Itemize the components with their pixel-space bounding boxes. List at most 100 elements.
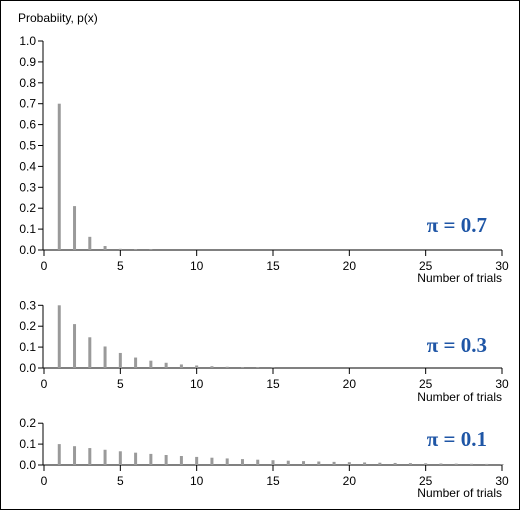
x-tick-label-1-5: 25	[419, 377, 433, 391]
x-tick-label-2-3: 15	[266, 474, 280, 488]
bar-2-9	[195, 456, 199, 465]
x-tick-label-0-6: 30	[495, 259, 509, 273]
x-axis-label-1: Number of trials	[417, 390, 502, 404]
bar-2-26	[454, 463, 458, 465]
y-tick-label-0-8: 0.8	[19, 76, 36, 90]
bar-2-21	[378, 462, 382, 465]
y-tick-label-1-2: 0.2	[19, 319, 36, 333]
bar-0-2	[88, 236, 92, 250]
bar-2-16	[302, 461, 306, 465]
bar-0-4	[118, 248, 122, 250]
x-tick-label-1-2: 10	[190, 377, 204, 391]
bar-2-13	[256, 459, 260, 465]
y-tick-label-0-6: 0.6	[19, 118, 36, 132]
y-tick-label-0-10: 1.0	[19, 34, 36, 48]
x-tick-label-2-4: 20	[343, 474, 357, 488]
annotation-1: π = 0.3	[427, 333, 487, 357]
annotation-2: π = 0.1	[427, 427, 487, 451]
x-tick-label-2-6: 30	[495, 474, 509, 488]
bar-1-3	[103, 346, 107, 368]
x-tick-label-1-6: 30	[495, 377, 509, 391]
y-tick-label-0-2: 0.2	[19, 201, 36, 215]
y-tick-label-0-5: 0.5	[19, 139, 36, 153]
x-tick-label-0-4: 20	[343, 259, 357, 273]
bar-2-27	[469, 463, 473, 465]
bar-2-15	[286, 460, 290, 465]
y-tick-label-0-9: 0.9	[19, 55, 36, 69]
bar-2-6	[149, 453, 153, 465]
bar-1-5	[134, 357, 138, 368]
bar-1-7	[164, 362, 168, 368]
bar-1-14	[271, 367, 275, 368]
y-tick-label-0-7: 0.7	[19, 97, 36, 111]
y-tick-label-1-3: 0.3	[19, 298, 36, 312]
x-tick-label-2-1: 5	[117, 474, 124, 488]
bar-2-23	[408, 463, 412, 465]
bar-2-11	[225, 458, 229, 465]
x-tick-label-0-2: 10	[190, 259, 204, 273]
bar-2-2	[88, 448, 92, 465]
y-tick-label-1-0: 0.0	[19, 361, 36, 375]
bar-1-12	[240, 367, 244, 368]
annotation-0: π = 0.7	[427, 213, 487, 237]
y-tick-label-2-0: 0.0	[19, 458, 36, 472]
y-tick-label-0-0: 0.0	[19, 243, 36, 257]
bar-2-28	[485, 463, 489, 465]
bar-1-8	[179, 364, 183, 368]
bar-0-1	[73, 206, 77, 250]
bar-2-3	[103, 449, 107, 465]
bar-1-11	[225, 366, 229, 368]
y-tick-label-2-2: 0.2	[19, 416, 36, 430]
bar-1-4	[118, 352, 122, 368]
bar-1-9	[195, 365, 199, 368]
y-axis-label: Probabiity, p(x)	[18, 11, 98, 25]
bar-2-19	[347, 462, 351, 465]
bar-2-18	[332, 461, 336, 465]
x-tick-label-1-1: 5	[117, 377, 124, 391]
y-tick-label-0-3: 0.3	[19, 180, 36, 194]
x-tick-label-1-3: 15	[266, 377, 280, 391]
bar-2-14	[271, 460, 275, 465]
y-tick-label-1-1: 0.1	[19, 340, 36, 354]
x-tick-label-2-2: 10	[190, 474, 204, 488]
x-tick-label-1-4: 20	[343, 377, 357, 391]
bar-0-0	[57, 103, 61, 250]
x-tick-label-0-0: 0	[41, 259, 48, 273]
bar-2-8	[179, 456, 183, 465]
bar-1-2	[88, 337, 92, 368]
bar-1-1	[73, 324, 77, 368]
bar-0-3	[103, 246, 107, 250]
bar-2-29	[500, 464, 504, 465]
y-tick-label-0-4: 0.4	[19, 159, 36, 173]
bar-1-13	[256, 367, 260, 368]
bar-2-22	[393, 462, 397, 465]
x-tick-label-0-1: 5	[117, 259, 124, 273]
bar-1-6	[149, 360, 153, 368]
bar-2-20	[363, 462, 367, 465]
x-tick-label-2-5: 25	[419, 474, 433, 488]
bar-0-5	[134, 249, 138, 250]
x-axis-label-0: Number of trials	[417, 271, 502, 285]
bar-2-17	[317, 461, 321, 465]
bar-2-7	[164, 455, 168, 465]
bar-2-24	[424, 463, 428, 465]
y-tick-label-0-1: 0.1	[19, 222, 36, 236]
x-tick-label-0-5: 25	[419, 259, 433, 273]
bar-2-12	[240, 459, 244, 465]
bar-0-6	[149, 249, 153, 250]
x-tick-label-1-0: 0	[41, 377, 48, 391]
bar-2-1	[73, 446, 77, 465]
bar-2-25	[439, 463, 443, 465]
bar-1-10	[210, 366, 214, 368]
bar-1-0	[57, 305, 61, 368]
bar-2-10	[210, 457, 214, 465]
bar-2-0	[57, 444, 61, 465]
y-tick-label-2-1: 0.1	[19, 437, 36, 451]
x-axis-label-2: Number of trials	[417, 486, 502, 500]
bar-2-4	[118, 451, 122, 465]
x-tick-label-0-3: 15	[266, 259, 280, 273]
x-tick-label-2-0: 0	[41, 474, 48, 488]
bar-2-5	[134, 452, 138, 465]
